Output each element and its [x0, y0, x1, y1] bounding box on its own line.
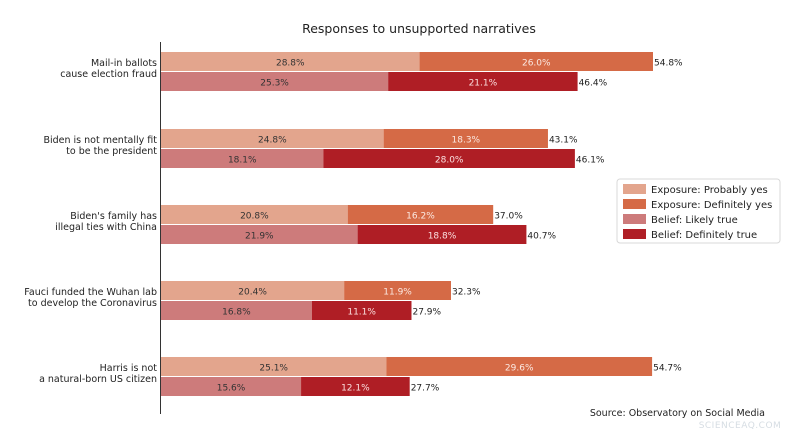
- bar-belief-definitely-true: [311, 301, 412, 320]
- bar-belief-likely-true: [161, 225, 358, 244]
- data-label: 28.0%: [435, 156, 464, 166]
- bar-belief-definitely-true: [357, 225, 527, 244]
- data-label: 16.8%: [222, 308, 251, 318]
- data-label: 12.1%: [341, 384, 370, 394]
- data-label: 18.1%: [228, 156, 257, 166]
- data-label: 15.6%: [217, 384, 246, 394]
- data-label: 20.4%: [238, 288, 267, 298]
- data-label: 21.9%: [245, 232, 274, 242]
- bar-exposure-definitely-yes: [347, 205, 494, 224]
- bar-belief-definitely-true: [323, 149, 575, 168]
- data-label: 20.8%: [240, 212, 269, 222]
- watermark: SCIENCEAQ.COM: [699, 421, 782, 431]
- legend-swatch: [623, 229, 646, 239]
- data-label: 18.8%: [428, 232, 457, 242]
- bar-exposure-probably-yes: [161, 129, 384, 148]
- bar-exposure-probably-yes: [161, 281, 345, 300]
- y-tick-label: Harris is not a natural-born US citizen: [39, 363, 157, 385]
- total-label: 32.3%: [452, 288, 481, 298]
- data-label: 25.3%: [260, 79, 289, 89]
- bar-belief-likely-true: [161, 72, 389, 91]
- total-label: 37.0%: [494, 212, 523, 222]
- source-note: Source: Observatory on Social Media: [590, 408, 765, 419]
- legend: Exposure: Probably yes Exposure: Definite…: [616, 178, 781, 244]
- total-label: 27.7%: [411, 384, 440, 394]
- legend-label: Exposure: Probably yes: [651, 185, 768, 196]
- legend-box: [616, 178, 781, 244]
- total-label: 40.7%: [527, 232, 556, 242]
- data-label: 11.9%: [383, 288, 412, 298]
- bar-exposure-definitely-yes: [386, 357, 653, 376]
- bar-belief-definitely-true: [388, 72, 578, 91]
- bar-exposure-definitely-yes: [383, 129, 548, 148]
- bar-exposure-probably-yes: [161, 205, 348, 224]
- bar-belief-definitely-true: [301, 377, 410, 396]
- data-label: 29.6%: [505, 364, 534, 374]
- data-label: 16.2%: [406, 212, 435, 222]
- legend-label: Belief: Likely true: [651, 215, 738, 226]
- total-label: 43.1%: [549, 136, 578, 146]
- legend-swatch: [623, 199, 646, 209]
- legend-label: Belief: Definitely true: [651, 230, 757, 241]
- bar-belief-likely-true: [161, 377, 302, 396]
- data-label: 11.1%: [347, 308, 376, 318]
- data-label: 21.1%: [469, 79, 498, 89]
- data-label: 26.0%: [522, 59, 551, 69]
- plot-area: Mail-in ballots cause election fraud 28.8%…: [24, 52, 683, 396]
- bar-belief-likely-true: [161, 301, 312, 320]
- bar-belief-likely-true: [161, 149, 324, 168]
- bar-exposure-probably-yes: [161, 357, 387, 376]
- data-label: 24.8%: [258, 136, 287, 146]
- data-label: 25.1%: [259, 364, 288, 374]
- total-label: 46.1%: [576, 156, 605, 166]
- total-label: 27.9%: [412, 308, 441, 318]
- total-label: 54.8%: [654, 59, 683, 69]
- chart-title: Responses to unsupported narratives: [302, 21, 536, 36]
- bar-exposure-definitely-yes: [344, 281, 451, 300]
- data-label: 28.8%: [276, 59, 305, 69]
- total-label: 46.4%: [579, 79, 608, 89]
- legend-label: Exposure: Definitely yes: [651, 200, 772, 211]
- y-tick-label: Fauci funded the Wuhan lab to develop the…: [24, 287, 157, 309]
- total-label: 54.7%: [653, 364, 682, 374]
- legend-swatch: [623, 184, 646, 194]
- bar-exposure-probably-yes: [161, 52, 420, 71]
- y-tick-label: Mail-in ballots cause election fraud: [60, 58, 157, 80]
- data-label: 18.3%: [452, 136, 481, 146]
- y-tick-label: Biden's family has illegal ties with Chin…: [55, 211, 157, 233]
- legend-swatch: [623, 214, 646, 224]
- y-tick-label: Biden is not mentally fit to be the presi…: [43, 135, 157, 157]
- bar-exposure-definitely-yes: [419, 52, 653, 71]
